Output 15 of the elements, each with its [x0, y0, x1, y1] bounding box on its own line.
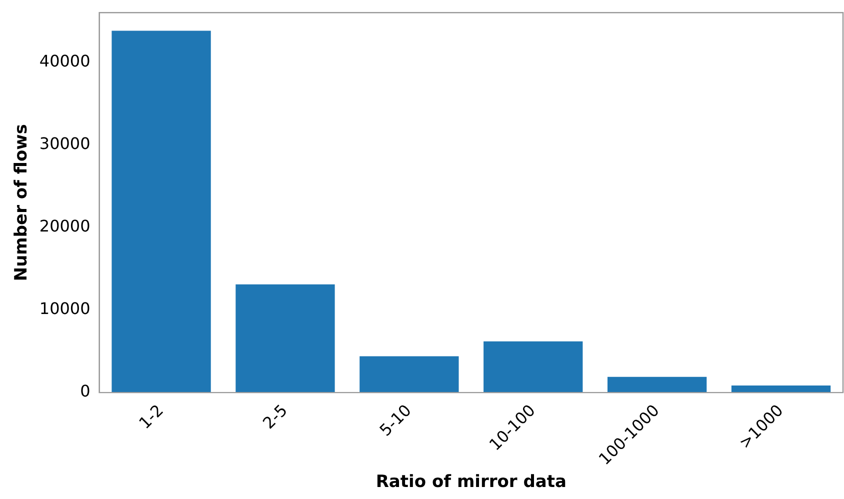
bar: [360, 356, 459, 393]
y-tick-label: 40000: [39, 51, 90, 70]
bar: [484, 341, 583, 393]
bar: [607, 376, 707, 393]
y-tick-label: 20000: [39, 216, 90, 236]
bar: [112, 30, 211, 393]
bar: [236, 284, 335, 393]
y-tick-label: 10000: [39, 299, 90, 318]
x-tick-label: 1-2: [135, 400, 168, 433]
y-tick-label: 0: [80, 382, 90, 401]
y-axis-title: Number of flows: [12, 124, 32, 282]
x-axis-title: Ratio of mirror data: [376, 472, 566, 492]
x-tick-label: 2-5: [259, 400, 291, 433]
y-tick-label: 30000: [39, 134, 90, 153]
bar: [731, 386, 831, 393]
